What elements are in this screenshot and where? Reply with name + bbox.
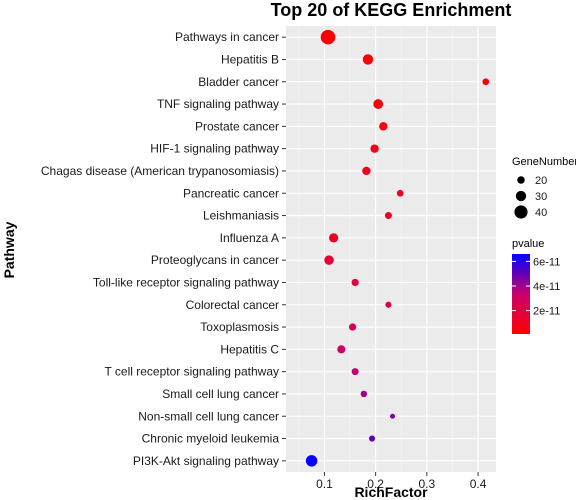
size-legend-key <box>517 176 525 184</box>
data-point <box>373 99 384 109</box>
data-point <box>348 323 357 331</box>
size-legend-label: 20 <box>535 175 547 187</box>
y-tick-label: Chronic myeloid leukemia <box>142 432 280 446</box>
x-tick-label: 0.4 <box>470 477 487 491</box>
data-point <box>368 435 376 442</box>
data-point <box>390 413 396 419</box>
data-point <box>329 233 339 243</box>
y-tick-label: Colorectal cancer <box>186 298 279 312</box>
data-point <box>362 54 374 65</box>
size-legend-key <box>515 190 527 202</box>
data-point <box>482 78 490 86</box>
y-tick-label: Bladder cancer <box>198 75 279 89</box>
y-tick-label: Pancreatic cancer <box>183 186 279 200</box>
x-axis-title: RichFactor <box>354 484 428 500</box>
y-tick-label: Chagas disease (American trypanosomiasis… <box>41 164 279 178</box>
size-legend-key <box>514 205 528 219</box>
y-axis-title: Pathway <box>1 221 17 278</box>
data-point <box>396 189 404 197</box>
data-point <box>351 368 359 376</box>
color-legend-label: 4e-11 <box>533 281 560 293</box>
color-legend-title: pvalue <box>512 238 544 250</box>
y-tick-label: Toll-like receptor signaling pathway <box>93 275 279 289</box>
y-tick-label: Hepatitis B <box>221 52 279 66</box>
y-tick-labels: Pathways in cancer Hepatitis B Bladder can… <box>41 30 279 468</box>
color-legend-label: 6e-11 <box>533 256 560 268</box>
color-legend-label: 2e-11 <box>533 306 560 318</box>
y-tick-label: T cell receptor signaling pathway <box>104 365 279 379</box>
y-tick-label: Leishmaniasis <box>203 209 279 223</box>
y-tick-label: Pathways in cancer <box>175 30 279 44</box>
x-tick-label: 0.3 <box>419 477 436 491</box>
color-legend-bar <box>512 254 530 334</box>
data-point <box>324 255 334 265</box>
data-points <box>305 29 490 467</box>
plot-panel <box>286 26 496 472</box>
size-legend-title: GeneNumber <box>512 156 576 168</box>
data-point <box>379 122 388 131</box>
x-tick-marks <box>323 472 479 476</box>
data-point <box>360 390 368 398</box>
y-tick-marks <box>282 36 286 462</box>
color-legend: pvalue 2e-11 4e-11 6e-11 <box>512 238 560 334</box>
y-tick-label: Non-small cell lung cancer <box>138 409 279 423</box>
y-tick-label: Prostate cancer <box>195 119 279 133</box>
data-point <box>385 301 392 308</box>
size-legend-label: 30 <box>535 191 547 203</box>
y-tick-label: Toxoplasmosis <box>200 320 279 334</box>
y-tick-label: Small cell lung cancer <box>162 387 279 401</box>
y-tick-label: TNF signaling pathway <box>157 97 279 111</box>
x-tick-label: 0.1 <box>316 477 333 491</box>
chart-title: Top 20 of KEGG Enrichment <box>271 0 512 20</box>
y-tick-label: Proteoglycans in cancer <box>151 253 279 267</box>
size-legend: GeneNumber 20 30 40 <box>512 156 576 219</box>
y-tick-label: Influenza A <box>220 231 279 245</box>
y-tick-label: Hepatitis C <box>220 342 279 356</box>
y-tick-label: HIF-1 signaling pathway <box>150 142 279 156</box>
data-point <box>362 166 371 176</box>
y-tick-label: PI3K-Akt signaling pathway <box>133 454 279 468</box>
data-point <box>384 212 392 220</box>
data-point <box>320 29 336 45</box>
y-gridlines <box>286 36 496 462</box>
x-tick-label: 0.2 <box>367 477 384 491</box>
data-point <box>351 278 359 287</box>
data-point <box>370 144 379 153</box>
x-tick-labels: 0.1 0.2 0.3 0.4 <box>316 477 487 491</box>
data-point <box>337 345 346 354</box>
size-legend-label: 40 <box>535 207 547 219</box>
data-point <box>305 455 318 467</box>
